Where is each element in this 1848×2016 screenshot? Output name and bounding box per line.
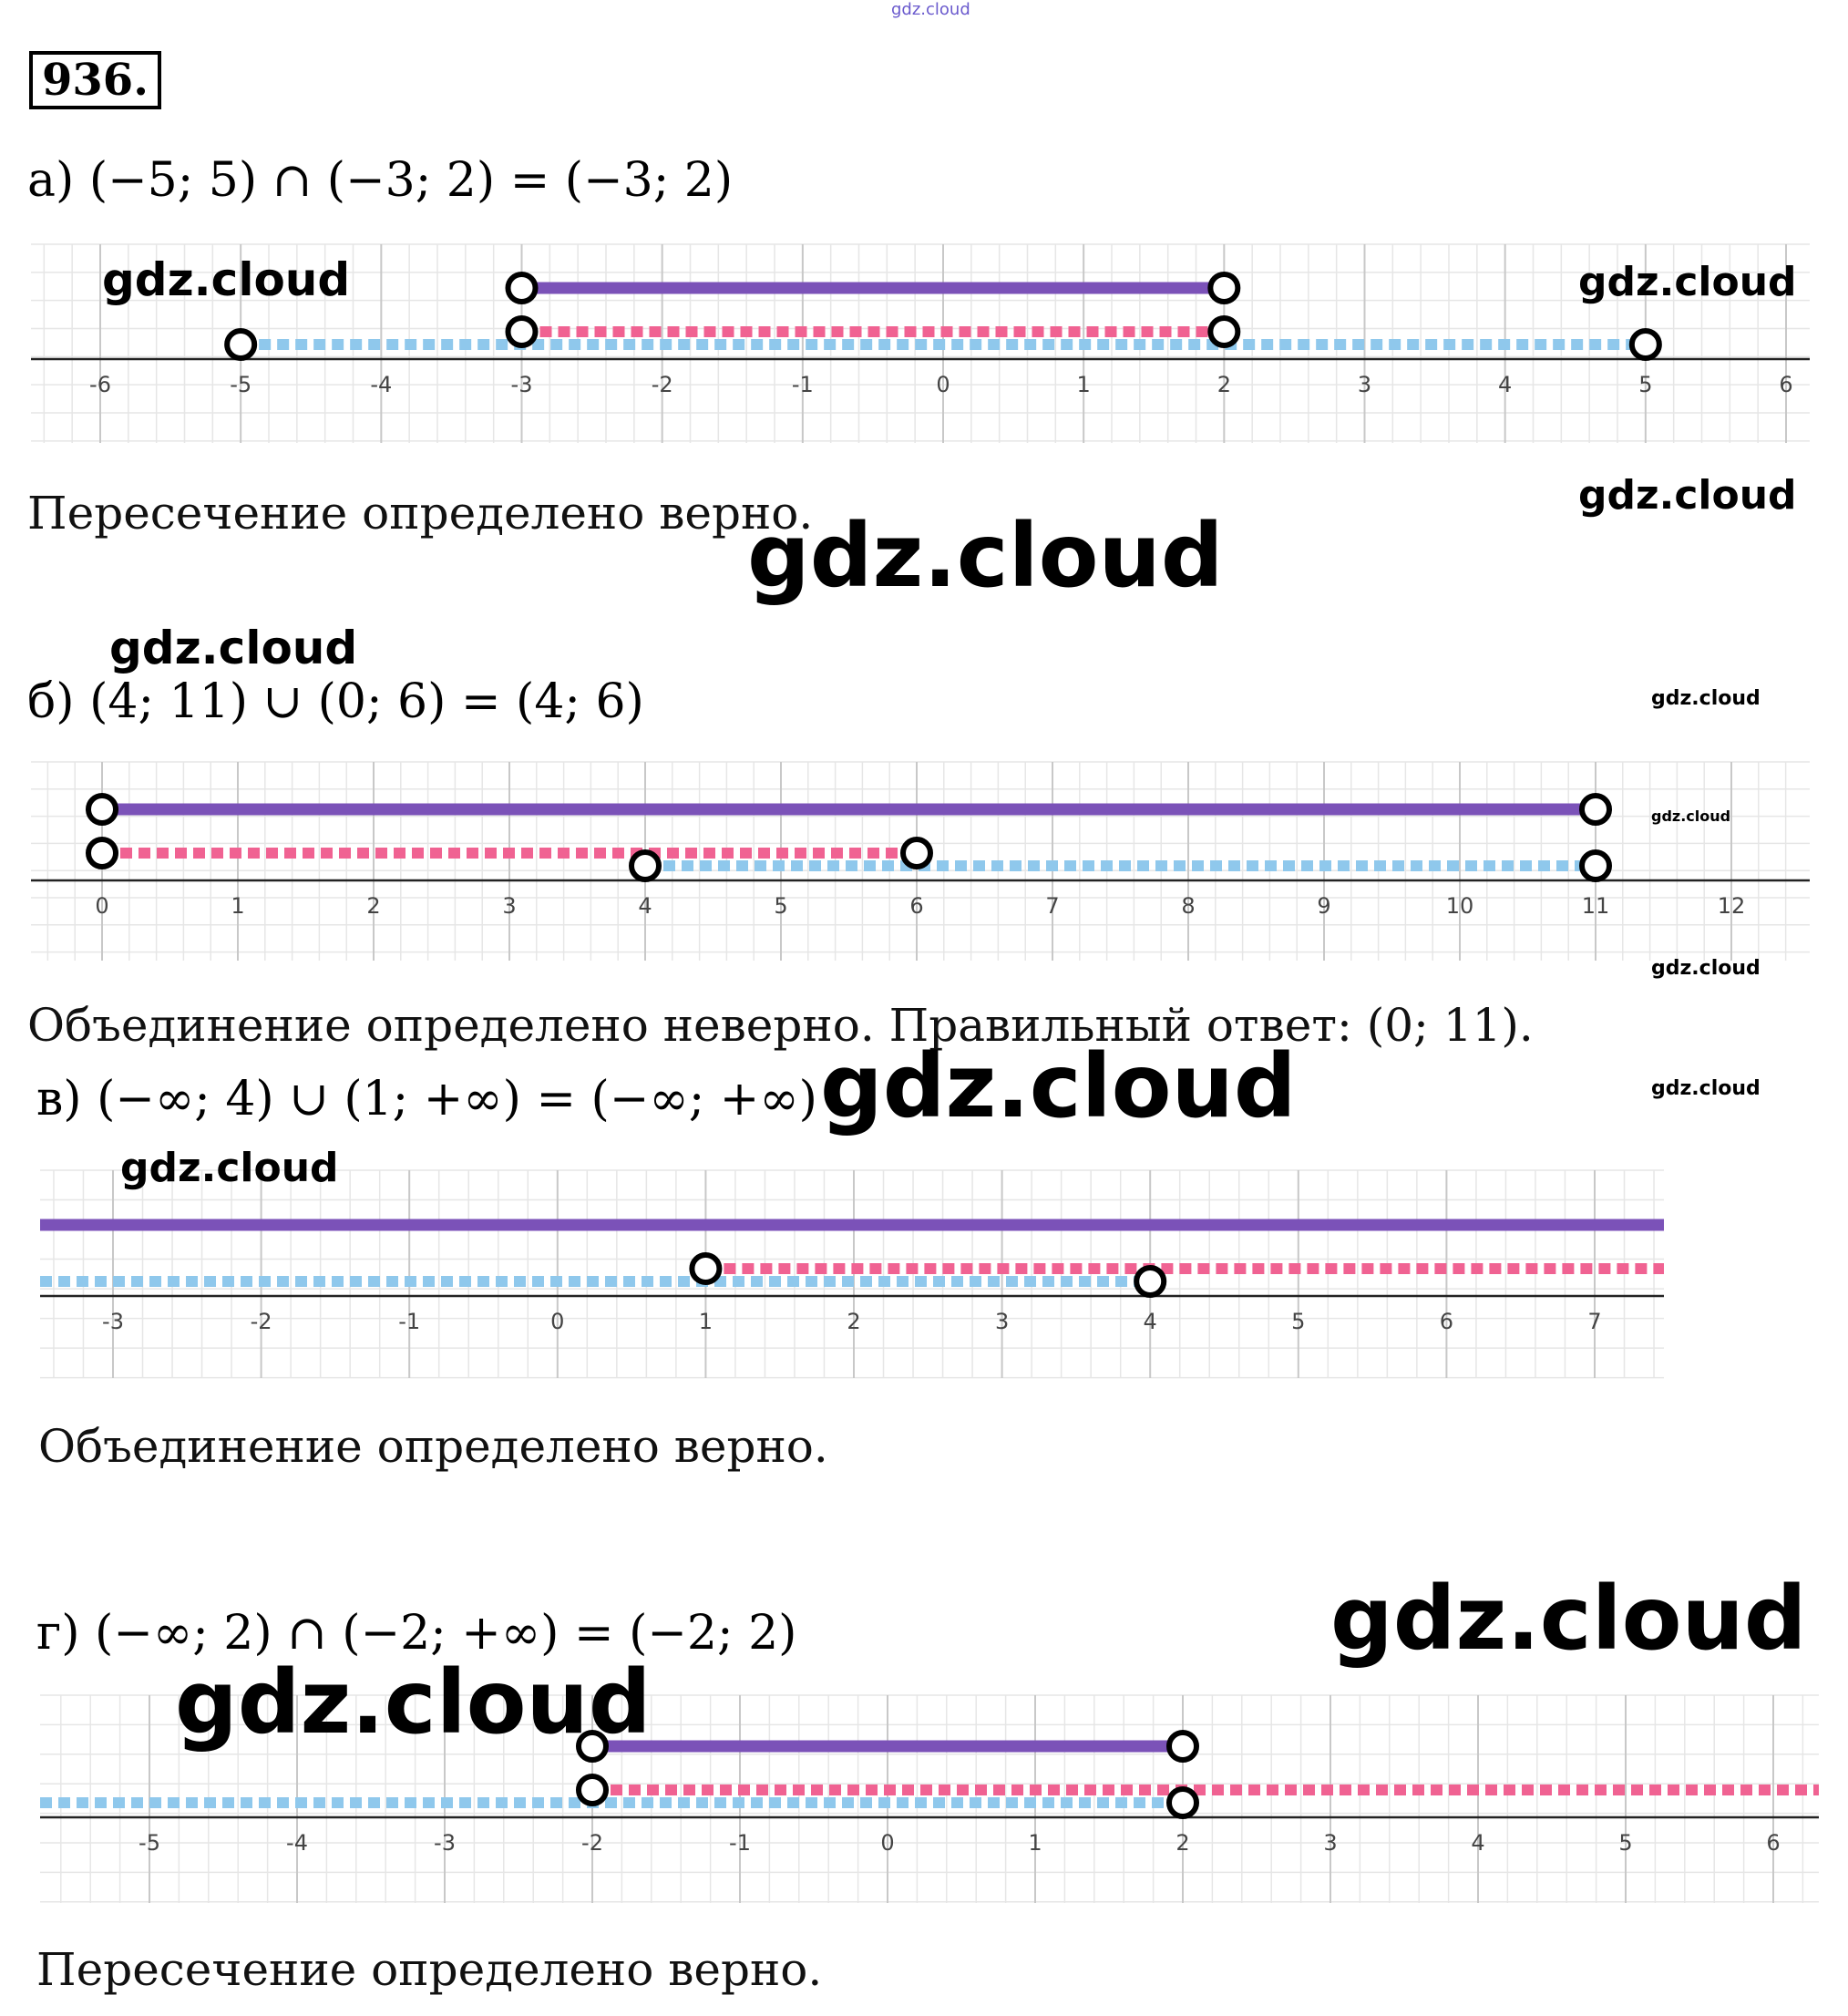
open-endpoint [1579,793,1612,826]
expression-b: б) (4; 11) ∪ (0; 6) = (4; 6) [27,674,644,729]
watermark-text: gdz.cloud [175,1651,652,1754]
tick-label: 0 [936,372,950,397]
number-line-chart-d: -5 -4 -3 -2 -1 0 1 2 3 4 5 6 [40,1694,1819,1903]
watermark-text: gdz.cloud [1578,472,1797,519]
open-endpoint [1166,1730,1199,1763]
tick-label: 8 [1181,893,1195,919]
watermark-text: gdz.cloud [747,505,1224,607]
tick-label: 1 [1077,372,1091,397]
tick-label: -4 [286,1830,308,1856]
watermark-text: gdz.cloud [120,1145,339,1191]
tick-label: 10 [1446,893,1474,919]
tick-label: 0 [550,1309,564,1334]
tick-label: 2 [366,893,380,919]
tick-label: 6 [1440,1309,1453,1334]
tick-label: 11 [1582,893,1610,919]
expression-a: а) (−5; 5) ∩ (−3; 2) = (−3; 2) [27,153,734,208]
conclusion-d: Пересечение определено верно. [36,1943,823,1996]
watermark-text: gdz.cloud [102,253,351,306]
open-endpoint [1579,849,1612,882]
watermark-text: gdz.cloud [1651,807,1731,825]
tick-label: 12 [1718,893,1746,919]
watermark-text: gdz.cloud [820,1035,1297,1137]
expression-d: г) (−∞; 2) ∩ (−2; +∞) = (−2; 2) [36,1606,797,1661]
open-endpoint [86,793,118,826]
conclusion-b: Объединение определено неверно. Правильн… [27,999,1534,1052]
tick-label: 6 [1766,1830,1780,1856]
watermark-text: gdz.cloud [1651,1077,1761,1100]
tick-label: 2 [1176,1830,1189,1856]
watermark-text: gdz.cloud [1651,687,1761,710]
tick-label: 4 [1498,372,1512,397]
tick-label: 3 [995,1309,1009,1334]
tick-label: 6 [909,893,923,919]
tick-label: 1 [231,893,244,919]
watermark-text: gdz.cloud [1651,957,1761,980]
open-endpoint [86,837,118,869]
tick-label: -1 [729,1830,751,1856]
tick-label: 1 [1028,1830,1042,1856]
tick-label: -2 [652,372,673,397]
tick-label: 4 [1144,1309,1157,1334]
tick-label: 9 [1317,893,1330,919]
tick-label: 3 [1358,372,1371,397]
tick-label: 2 [1217,372,1231,397]
conclusion-a: Пересечение определено верно. [27,487,814,540]
tick-label: 4 [1471,1830,1484,1856]
tick-label: 7 [1045,893,1059,919]
tick-label: 5 [1638,372,1652,397]
open-endpoint [1207,315,1241,348]
tick-label: 3 [502,893,516,919]
tick-label: 5 [774,893,787,919]
watermark-text: gdz.cloud [1578,259,1797,305]
tick-label: -2 [251,1309,272,1334]
tick-label: -6 [89,372,111,397]
tick-label: 4 [638,893,652,919]
open-endpoint [900,837,933,869]
tick-label: 7 [1587,1309,1601,1334]
watermark-text: gdz.cloud [109,622,358,674]
expression-c: в) (−∞; 4) ∪ (1; +∞) = (−∞; +∞) [36,1072,817,1126]
open-endpoint [689,1252,723,1285]
tick-label: 2 [847,1309,860,1334]
conclusion-c: Объединение определено верно. [38,1420,828,1473]
tick-label: -5 [230,372,252,397]
open-endpoint [629,849,662,882]
tick-label: 5 [1618,1830,1632,1856]
number-line-chart-a: -6 -5 -4 -3 -2 -1 0 1 2 3 4 5 6 [31,243,1810,443]
tick-label: 0 [95,893,108,919]
tick-label: -2 [581,1830,603,1856]
open-endpoint [224,328,258,361]
open-endpoint [576,1774,609,1806]
tick-label: 0 [880,1830,894,1856]
open-endpoint [1134,1265,1167,1298]
tick-label: -3 [511,372,533,397]
number-line-chart-c: -3 -2 -1 0 1 2 3 4 5 6 7 [40,1169,1664,1379]
tick-label: -3 [102,1309,124,1334]
tick-label: 5 [1291,1309,1305,1334]
tick-label: -5 [139,1830,160,1856]
tick-label: -4 [370,372,392,397]
number-line-chart-b: 0 1 2 3 4 5 6 7 8 9 10 11 12 [31,761,1810,961]
tick-label: -1 [398,1309,420,1334]
tick-label: -1 [792,372,814,397]
open-endpoint [1628,328,1662,361]
open-endpoint [505,315,539,348]
tick-label: 1 [699,1309,713,1334]
header-watermark: gdz.cloud [891,0,970,19]
open-endpoint [1207,272,1241,304]
tick-label: 3 [1323,1830,1337,1856]
tick-label: 6 [1779,372,1792,397]
open-endpoint [1166,1786,1199,1819]
open-endpoint [505,272,539,304]
open-endpoint [576,1730,609,1763]
watermark-text: gdz.cloud [1330,1568,1807,1670]
tick-label: -3 [434,1830,456,1856]
task-number: 936. [29,51,161,109]
